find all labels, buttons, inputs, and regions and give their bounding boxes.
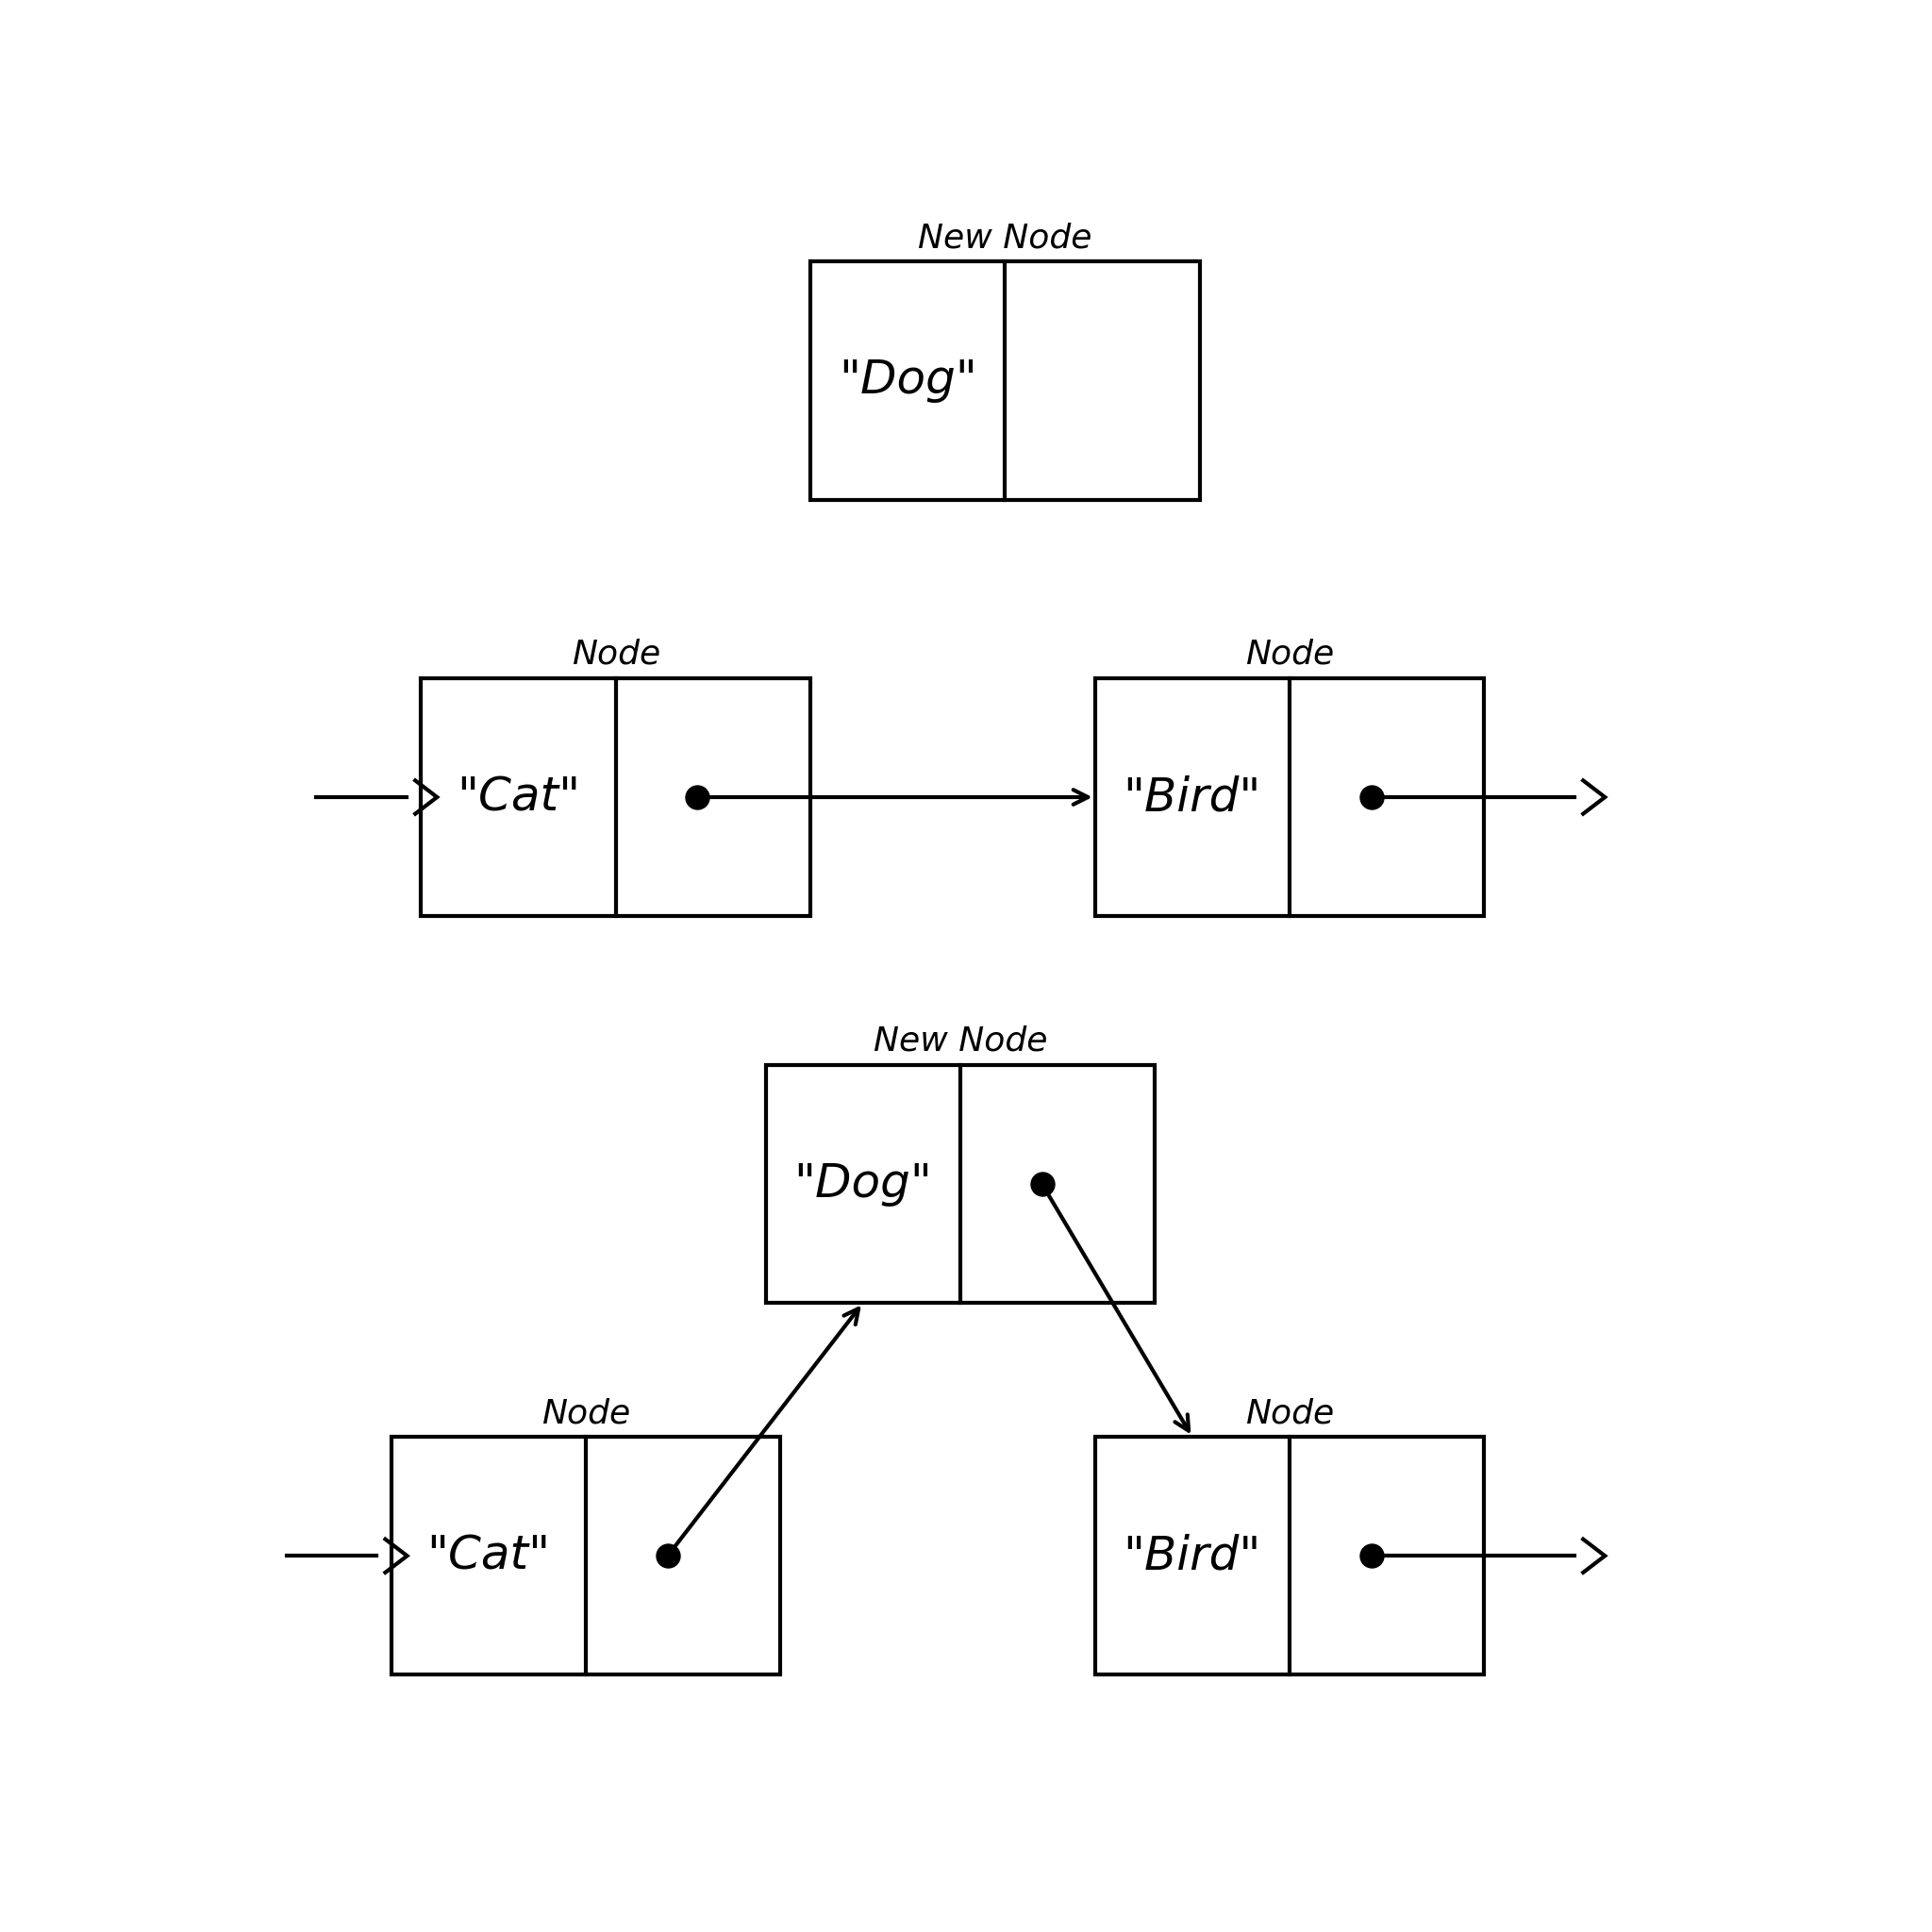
Text: Node: Node [1244,1397,1335,1430]
Text: Node: Node [1244,639,1335,670]
Text: "Dog": "Dog" [794,1161,931,1208]
Text: "Dog": "Dog" [838,357,978,404]
Text: Node: Node [541,1397,630,1430]
Text: "Cat": "Cat" [427,1534,551,1578]
Text: "Cat": "Cat" [456,775,580,819]
Text: Node: Node [572,639,661,670]
Text: "Bird": "Bird" [1122,1534,1262,1578]
Text: "Bird": "Bird" [1122,775,1262,819]
Text: New Node: New Node [873,1026,1047,1057]
Text: New Node: New Node [918,222,1092,255]
